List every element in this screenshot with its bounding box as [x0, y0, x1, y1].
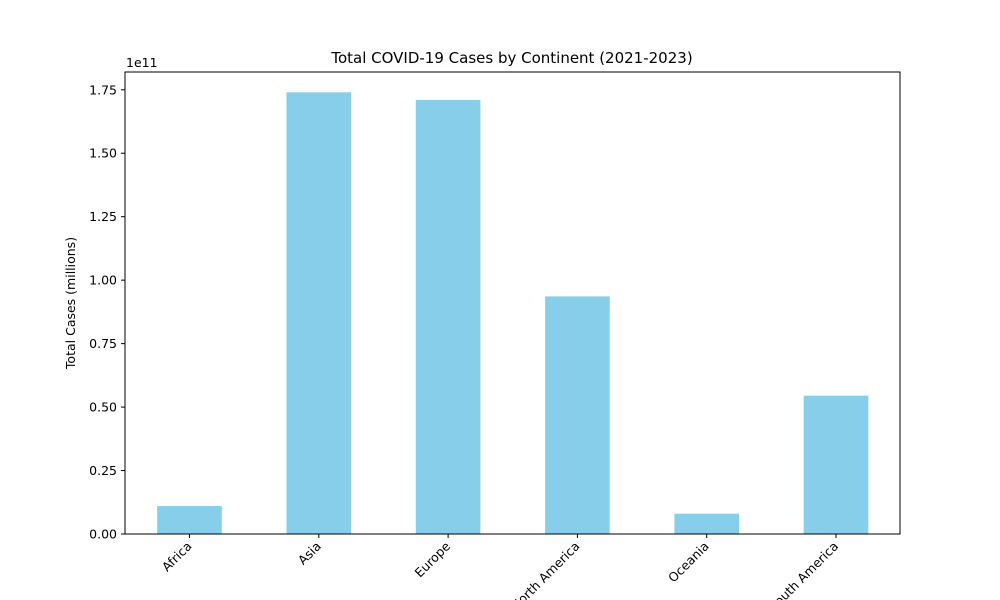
bar-oceania	[674, 513, 739, 534]
y-axis-ticks: 0.00 0.25 0.50 0.75 1.00 1.25 1.50 1.75	[89, 82, 125, 542]
y-tick-label: 1.75	[89, 82, 117, 97]
y-tick-label: 1.25	[89, 209, 117, 224]
bar-asia	[286, 92, 352, 535]
bar-north-america	[545, 296, 610, 534]
y-tick-label: 0.00	[89, 527, 117, 542]
x-tick-label-europe: Europe	[412, 538, 454, 580]
plot-frame	[124, 71, 901, 535]
x-tick-label-oceania: Oceania	[665, 539, 712, 586]
x-tick-label-africa: Africa	[159, 539, 195, 575]
bar-south-america	[803, 395, 869, 534]
x-axis-ticks: Africa Asia Europe North America Oceania Sout…	[159, 534, 841, 600]
chart-title: Total COVID-19 Cases by Continent (2021-…	[330, 49, 692, 67]
y-tick-label: 0.75	[89, 336, 117, 351]
y-tick-label: 1.00	[89, 273, 117, 288]
x-tick-label-asia: Asia	[295, 539, 324, 568]
y-tick-label: 0.25	[89, 463, 117, 478]
y-tick-label: 1.50	[89, 146, 117, 161]
y-tick-label: 0.50	[89, 400, 117, 415]
x-tick-label-south-america: South America	[766, 539, 842, 600]
bar-europe	[415, 99, 481, 534]
y-axis-offset-text: 1e11	[126, 55, 158, 70]
x-tick-label-north-america: North America	[508, 539, 583, 600]
bar-africa	[157, 506, 222, 534]
y-axis-label: Total Cases (millions)	[63, 237, 78, 370]
bars-group	[157, 92, 869, 535]
